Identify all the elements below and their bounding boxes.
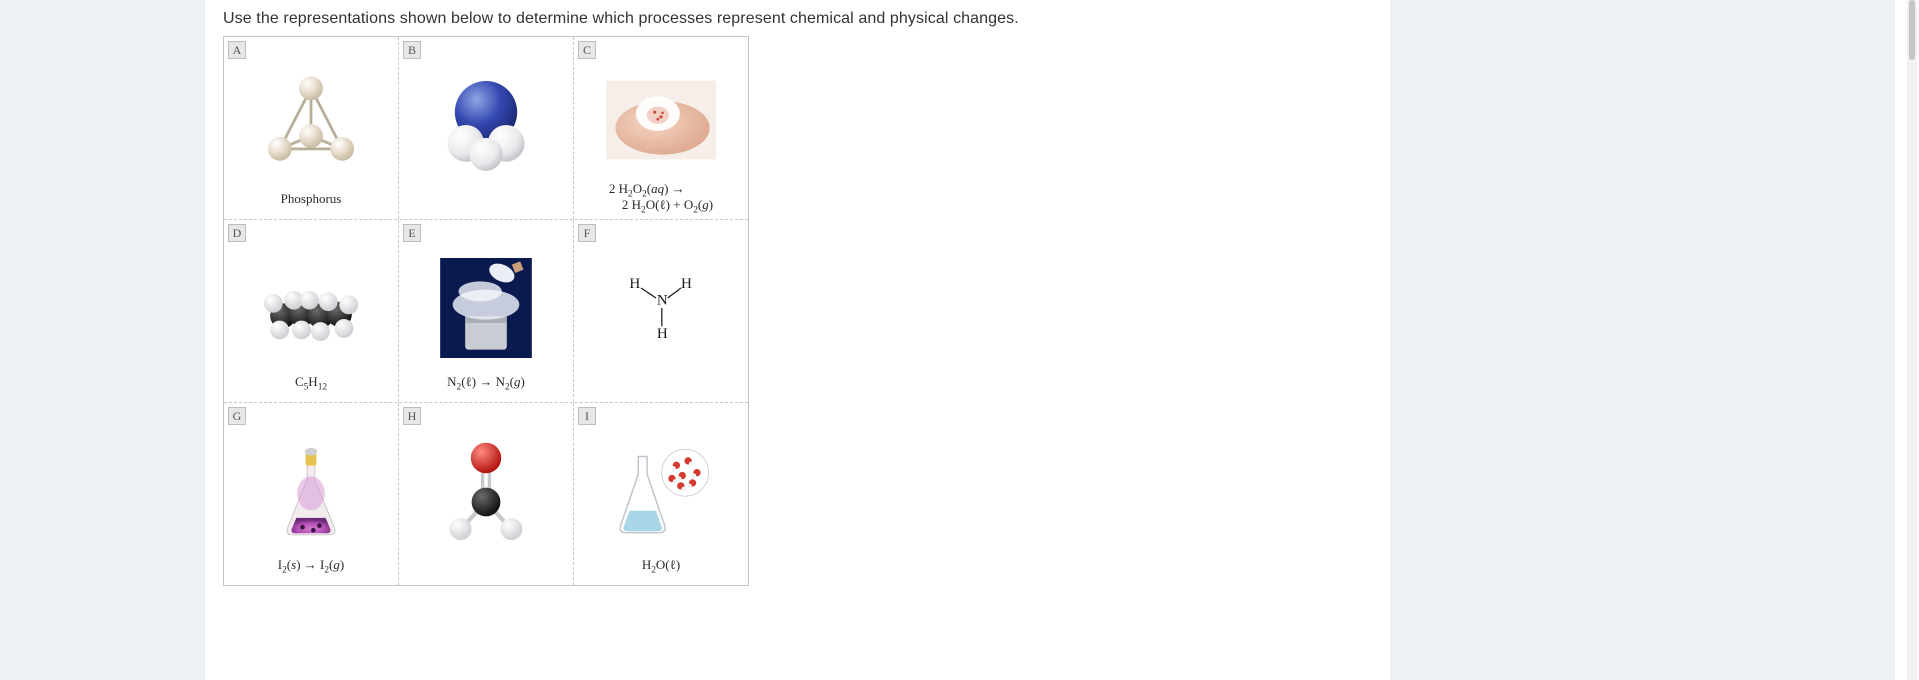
cell-image xyxy=(224,220,398,374)
peroxide-finger-icon xyxy=(606,65,716,175)
pentane-icon xyxy=(256,253,366,363)
cell-H: H xyxy=(399,403,574,585)
cell-label: F xyxy=(578,224,596,242)
formaldehyde-icon xyxy=(431,436,541,546)
ammonia-3d-icon xyxy=(431,70,541,180)
cell-image xyxy=(399,37,573,191)
cell-label: G xyxy=(228,407,246,425)
cell-A: A xyxy=(224,37,399,219)
grid-row: A xyxy=(224,37,748,220)
cell-G: G xyxy=(224,403,399,585)
cell-image xyxy=(399,220,573,374)
cell-caption: 2 H2O2(aq) → 2 H2O(ℓ) + O2(g) xyxy=(609,181,713,220)
cell-D: D xyxy=(224,220,399,402)
cell-image xyxy=(224,403,398,557)
cell-label: I xyxy=(578,407,596,425)
content-panel: Use the representations shown below to d… xyxy=(205,0,1390,680)
water-flask-icon xyxy=(606,436,716,546)
cell-C: C xyxy=(574,37,748,219)
cell-label: E xyxy=(403,224,421,242)
cell-label: D xyxy=(228,224,246,242)
cell-caption: I2(s) → I2(g) xyxy=(278,557,344,585)
phosphorus-icon xyxy=(256,70,366,180)
cell-label: A xyxy=(228,41,246,59)
cell-E: E N2(ℓ) → N2(g) xyxy=(399,220,574,402)
ln2-pour-icon xyxy=(436,258,536,358)
cell-caption: C5H12 xyxy=(295,374,327,402)
question-text: Use the representations shown below to d… xyxy=(205,0,1390,36)
cell-caption: Phosphorus xyxy=(281,191,342,219)
cell-image xyxy=(574,37,748,181)
iodine-flask-icon xyxy=(261,441,361,541)
cell-image xyxy=(574,403,748,557)
grid-row: D xyxy=(224,220,748,403)
cell-image: H H N H xyxy=(574,220,748,374)
cell-image xyxy=(224,37,398,191)
cell-label: B xyxy=(403,41,421,59)
representation-grid: A xyxy=(223,36,749,586)
scrollbar-track[interactable] xyxy=(1907,0,1917,680)
cell-B: B xyxy=(399,37,574,219)
cell-I: I xyxy=(574,403,748,585)
svg-text:H: H xyxy=(629,276,640,292)
svg-text:H: H xyxy=(657,326,668,342)
grid-row: G xyxy=(224,403,748,585)
cell-caption: H2O(ℓ) xyxy=(642,557,680,585)
nh3-lewis-icon: H H N H xyxy=(611,258,711,358)
page-root: Use the representations shown below to d… xyxy=(0,0,1919,680)
cell-caption: N2(ℓ) → N2(g) xyxy=(447,374,525,402)
cell-label: H xyxy=(403,407,421,425)
cell-label: C xyxy=(578,41,596,59)
cell-F: F H H N H xyxy=(574,220,748,402)
cell-image xyxy=(399,403,573,557)
svg-text:H: H xyxy=(681,276,692,292)
svg-text:N: N xyxy=(657,293,668,309)
scrollbar-thumb[interactable] xyxy=(1909,0,1915,60)
